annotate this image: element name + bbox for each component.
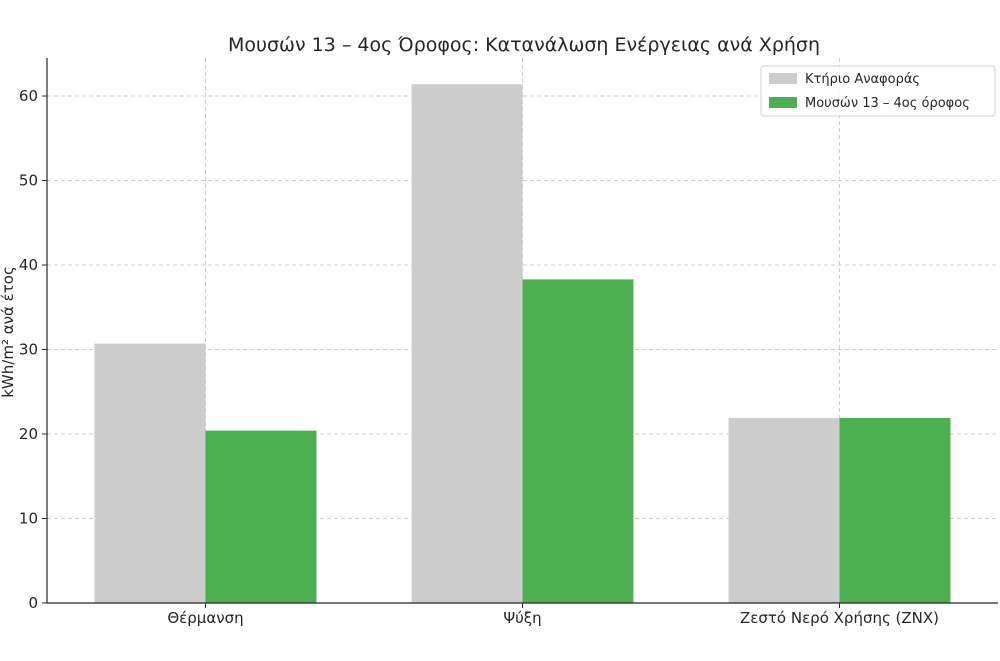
y-axis-label: kWh/m² ανά έτος	[0, 266, 17, 398]
legend-label-reference: Κτήριο Αναφοράς	[805, 72, 920, 87]
x-tick-label: Ψύξη	[503, 609, 541, 627]
bar-reference-2	[728, 417, 840, 603]
y-tick-label: 40	[19, 256, 38, 274]
legend-swatch-reference	[769, 73, 797, 84]
y-tick-label: 50	[19, 172, 38, 190]
y-tick-label: 0	[28, 594, 38, 612]
bar-building-2	[839, 417, 951, 603]
y-tick-label: 60	[19, 87, 38, 105]
y-tick-label: 20	[19, 425, 38, 443]
bars	[94, 84, 951, 604]
x-tick-label: Ζεστό Νερό Χρήσης (ΖΝΧ)	[740, 609, 939, 627]
bar-building-0	[205, 430, 317, 603]
bar-reference-0	[94, 343, 206, 603]
legend-swatch-building	[769, 97, 797, 108]
x-tick-labels: Θέρμανση Ψύξη Ζεστό Νερό Χρήσης (ΖΝΧ)	[167, 609, 939, 627]
chart-title: Μουσών 13 – 4ος Όροφος: Κατανάλωση Ενέργ…	[228, 34, 820, 56]
axes	[42, 58, 998, 608]
y-tick-label: 10	[19, 510, 38, 528]
bar-reference-1	[411, 84, 523, 604]
legend-label-building: Μουσών 13 – 4ος όροφος	[805, 96, 970, 111]
bar-building-1	[522, 279, 634, 603]
y-tick-label: 30	[19, 341, 38, 359]
legend-frame	[760, 65, 996, 117]
x-tick-label: Θέρμανση	[167, 609, 243, 627]
y-tick-labels: 0 10 20 30 40 50 60	[19, 87, 38, 612]
legend: Κτήριο Αναφοράς Μουσών 13 – 4ος όροφος	[760, 65, 996, 117]
